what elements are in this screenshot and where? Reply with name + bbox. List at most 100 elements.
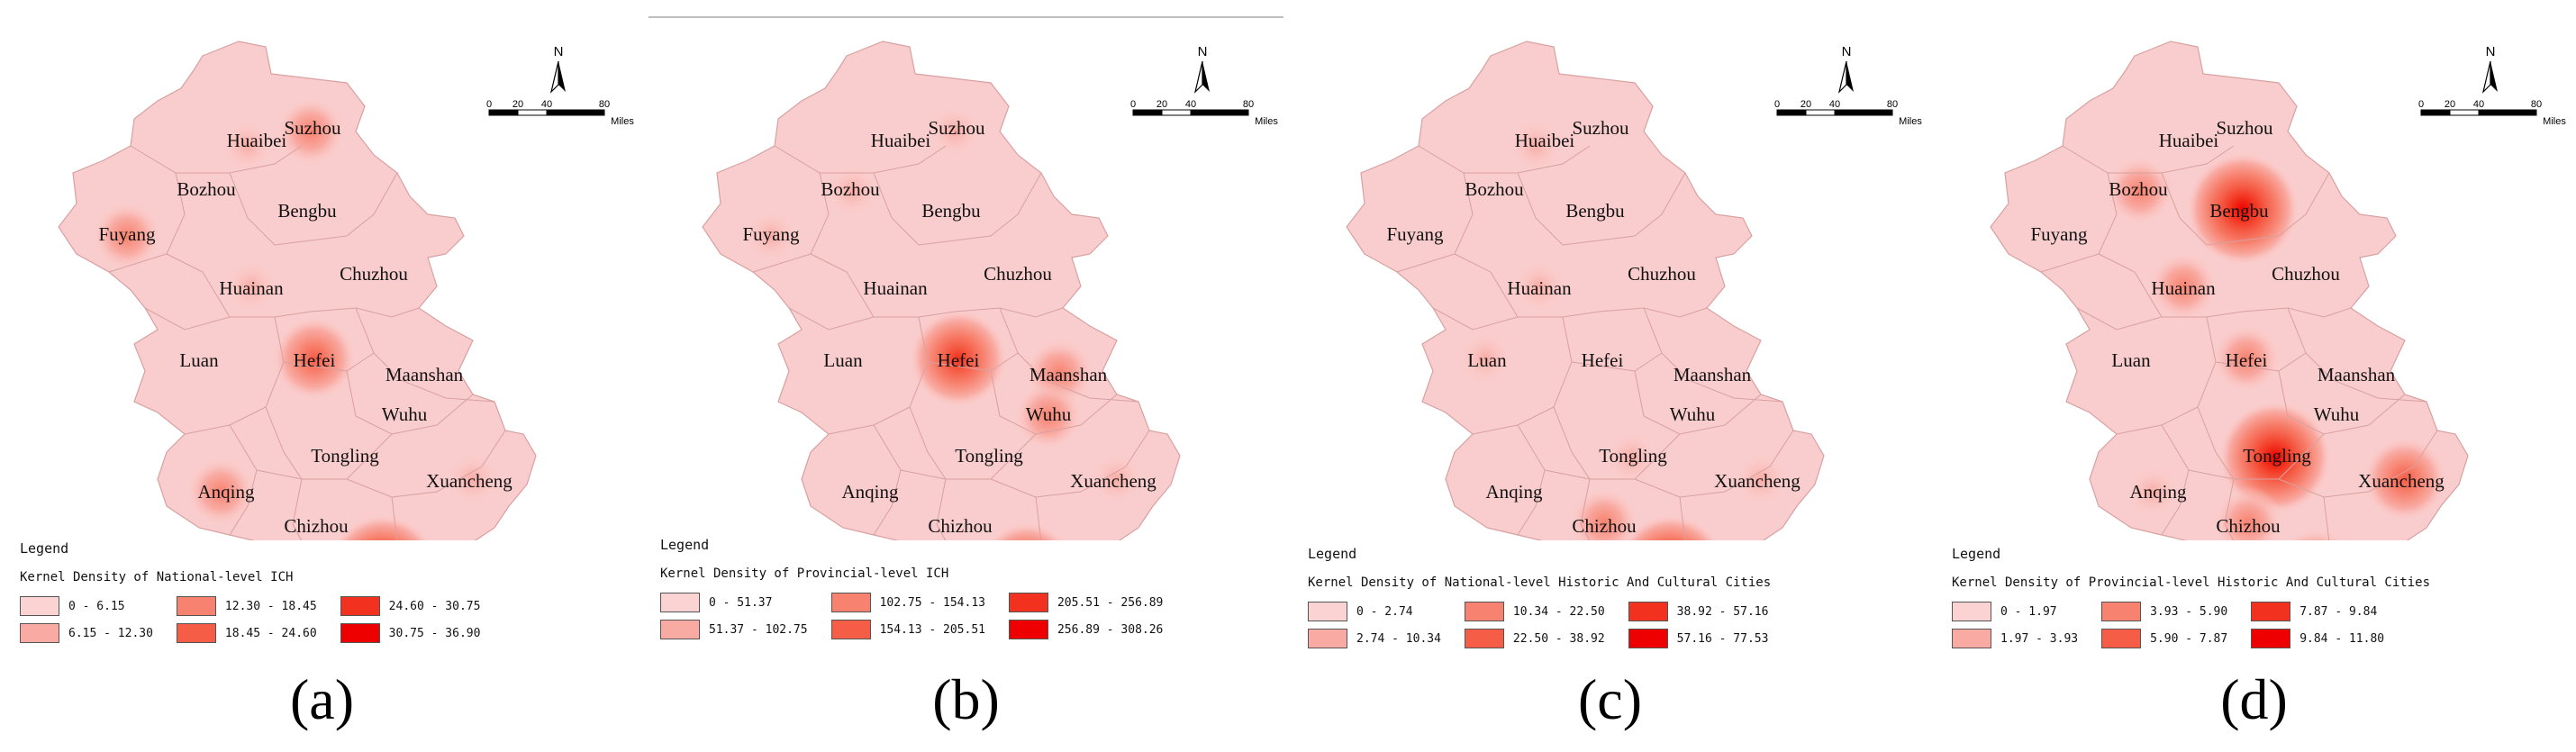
density-hotspot-fuyang: [91, 200, 163, 272]
legend-item: 38.92 - 57.16: [1628, 602, 1768, 621]
city-boundary: [2076, 307, 2163, 331]
legend-range: 102.75 - 154.13: [879, 595, 985, 610]
legend-range: 3.93 - 5.90: [2150, 604, 2228, 619]
density-hotspot-hefei: [908, 308, 1009, 409]
density-hotspot-huainan: [1510, 258, 1568, 315]
density-hotspot-xuancheng: [444, 450, 502, 508]
panel-label: (c): [1577, 667, 1643, 731]
city-boundary: [391, 496, 398, 540]
legend-swatch: [1308, 602, 1347, 621]
city-label-tongling: Tongling: [1599, 445, 1667, 467]
density-hotspot-anqing: [2124, 463, 2181, 521]
legend-swatch: [2101, 629, 2142, 648]
svg-text:0: 0: [486, 99, 492, 110]
legend-range: 0 - 51.37: [709, 595, 773, 610]
legend-range: 22.50 - 38.92: [1512, 631, 1605, 646]
legend-swatch: [1952, 629, 1991, 648]
legend-item: 154.13 - 205.51: [830, 620, 985, 639]
legend-range: 30.75 - 36.90: [388, 626, 481, 640]
legend-item: 57.16 - 77.53: [1628, 629, 1769, 648]
top-divider-line: [649, 16, 1283, 18]
density-hotspot-wuhu: [1012, 380, 1084, 452]
city-label-huainan: Huainan: [863, 277, 928, 299]
city-boundary: [1432, 307, 1519, 331]
legend-item: 22.50 - 38.92: [1464, 629, 1605, 648]
svg-text:N: N: [554, 44, 564, 59]
north-arrow-icon: N: [1193, 44, 1210, 94]
city-label-chizhou: Chizhou: [284, 515, 349, 537]
city-boundary: [346, 430, 506, 498]
legend-item: 24.60 - 30.75: [340, 596, 480, 616]
legend-classes: 0 - 6.15 6.15 - 12.30 12.30 - 18.45 18.45 -…: [20, 596, 480, 643]
city-label-anqing: Anqing: [2130, 481, 2188, 503]
city-boundary: [1035, 496, 1042, 540]
city-label-tongling: Tongling: [2243, 445, 2311, 467]
legend-swatch: [660, 620, 700, 639]
city-label-huaibei: Huaibei: [227, 130, 287, 151]
city-boundary: [1544, 469, 1591, 480]
density-hotspot-xuancheng: [1088, 450, 1146, 508]
city-boundary: [936, 478, 947, 540]
city-boundary: [229, 172, 398, 246]
legend-title: Legend: [660, 537, 710, 553]
panel-label: (d): [2220, 667, 2288, 731]
legend-range: 154.13 - 205.51: [879, 622, 985, 637]
density-hotspot-luan: [1456, 330, 1514, 387]
legend-range: 0 - 2.74: [1356, 604, 1413, 619]
svg-text:0: 0: [1774, 99, 1780, 110]
legend-swatch: [20, 623, 59, 643]
legend-item: 7.87 - 9.84: [2251, 602, 2384, 621]
density-hotspot-huainan: [2147, 250, 2219, 322]
density-hotspot-hefei: [2210, 322, 2282, 394]
legend-item: 2.74 - 10.34: [1308, 629, 1441, 648]
city-label-suzhou: Suzhou: [2217, 117, 2274, 139]
legend-swatch: [1628, 602, 1668, 621]
density-hotspot-suzhou: [926, 103, 984, 160]
legend-item: 10.34 - 22.50: [1464, 602, 1605, 621]
density-hotspot-huainan: [222, 258, 280, 315]
city-boundary: [2188, 469, 2235, 480]
city-label-wuhu: Wuhu: [2314, 403, 2360, 425]
city-boundary: [810, 253, 1064, 318]
province-outline: [1346, 41, 1825, 540]
legend-swatch: [20, 596, 59, 616]
legend-swatch: [1008, 620, 1048, 639]
city-label-huaibei: Huaibei: [1515, 130, 1575, 151]
city-label-chizhou: Chizhou: [2216, 515, 2281, 537]
city-label-fuyang: Fuyang: [743, 223, 801, 245]
city-boundary: [2098, 253, 2352, 318]
legend-range: 51.37 - 102.75: [709, 622, 808, 637]
legend-range: 205.51 - 256.89: [1057, 595, 1164, 610]
city-label-bengbu: Bengbu: [1565, 200, 1625, 222]
legend-item: 9.84 - 11.80: [2251, 629, 2384, 648]
city-label-bozhou: Bozhou: [821, 178, 880, 200]
density-hotspot-chizhou: [2212, 486, 2284, 540]
city-label-hefei: Hefei: [2226, 349, 2268, 371]
legend-item: 0 - 51.37: [660, 593, 808, 612]
legend-item: 102.75 - 154.13: [830, 593, 985, 612]
legend-swatch: [1308, 629, 1347, 648]
legend-item: 18.45 - 24.60: [176, 623, 317, 643]
svg-text:40: 40: [1829, 99, 1840, 110]
legend-subtitle: Kernel Density of National-level Histori…: [1308, 575, 1772, 590]
legend-range: 5.90 - 7.87: [2150, 631, 2228, 646]
city-label-chuzhou: Chuzhou: [2272, 263, 2340, 285]
city-boundary: [256, 469, 303, 480]
city-boundary: [2278, 430, 2438, 498]
legend-subtitle: Kernel Density of Provincial-level ICH: [660, 566, 949, 581]
legend-range: 57.16 - 77.53: [1676, 631, 1769, 646]
city-label-bengbu: Bengbu: [277, 200, 337, 222]
legend-classes: 0 - 1.97 1.97 - 3.93 3.93 - 5.90 5.90 - 7.8…: [1952, 602, 2384, 648]
city-label-fuyang: Fuyang: [99, 223, 157, 245]
legend-item: 0 - 2.74: [1308, 602, 1441, 621]
svg-text:Miles: Miles: [1899, 116, 1922, 127]
legend-swatch: [830, 620, 871, 639]
city-boundary: [752, 172, 830, 273]
legend-item: 12.30 - 18.45: [176, 596, 317, 616]
city-boundary: [788, 307, 875, 331]
legend-range: 6.15 - 12.30: [68, 626, 153, 640]
city-label-suzhou: Suzhou: [285, 117, 342, 139]
